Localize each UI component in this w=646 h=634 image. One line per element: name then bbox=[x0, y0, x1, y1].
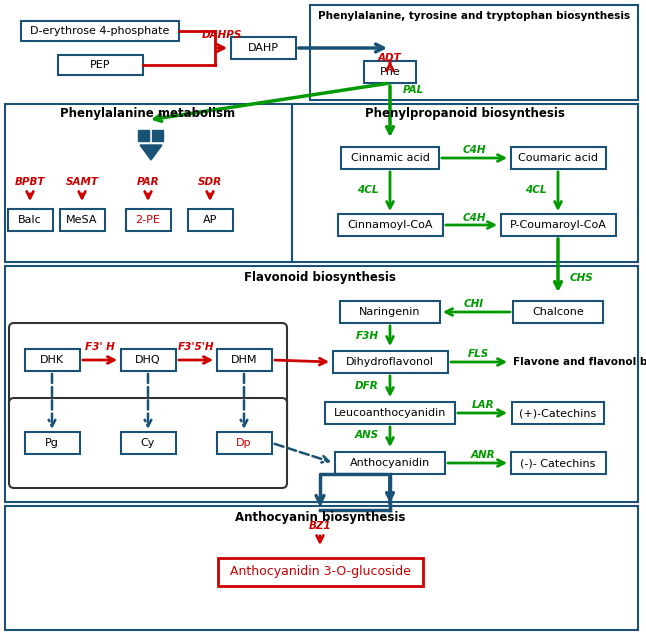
Text: BZ1: BZ1 bbox=[309, 521, 331, 531]
Text: Chalcone: Chalcone bbox=[532, 307, 584, 317]
Text: Cy: Cy bbox=[141, 438, 155, 448]
Text: Naringenin: Naringenin bbox=[359, 307, 421, 317]
Bar bbox=[337, 214, 443, 236]
Bar bbox=[364, 61, 416, 83]
Text: Pg: Pg bbox=[45, 438, 59, 448]
Bar bbox=[510, 452, 605, 474]
Text: CHI: CHI bbox=[464, 299, 484, 309]
Bar bbox=[512, 402, 604, 424]
Text: Phenylalanine, tyrosine and tryptophan biosynthesis: Phenylalanine, tyrosine and tryptophan b… bbox=[318, 11, 630, 21]
Text: BPBT: BPBT bbox=[15, 177, 45, 187]
Text: Cinnamic acid: Cinnamic acid bbox=[351, 153, 430, 163]
Bar bbox=[5, 266, 638, 502]
Text: 4CL: 4CL bbox=[357, 185, 379, 195]
Text: DHM: DHM bbox=[231, 355, 257, 365]
Text: Balc: Balc bbox=[18, 215, 42, 225]
Bar bbox=[325, 402, 455, 424]
Polygon shape bbox=[140, 145, 162, 160]
Text: Phenylpropanoid biosynthesis: Phenylpropanoid biosynthesis bbox=[365, 107, 565, 119]
Text: Phenylalanine metabolism: Phenylalanine metabolism bbox=[61, 107, 236, 119]
Text: D-erythrose 4-phosphate: D-erythrose 4-phosphate bbox=[30, 26, 170, 36]
Bar bbox=[59, 209, 105, 231]
Text: Coumaric acid: Coumaric acid bbox=[518, 153, 598, 163]
Text: 2-PE: 2-PE bbox=[136, 215, 160, 225]
Text: SAMT: SAMT bbox=[65, 177, 98, 187]
Text: Dihydroflavonol: Dihydroflavonol bbox=[346, 357, 434, 367]
Bar bbox=[138, 130, 149, 141]
Bar bbox=[216, 349, 271, 371]
Text: Flavonoid biosynthesis: Flavonoid biosynthesis bbox=[244, 271, 396, 285]
Text: MeSA: MeSA bbox=[67, 215, 98, 225]
Bar bbox=[335, 452, 445, 474]
Bar bbox=[310, 5, 638, 100]
Bar bbox=[292, 104, 638, 262]
Bar bbox=[187, 209, 233, 231]
FancyBboxPatch shape bbox=[9, 323, 287, 433]
Text: Leucoanthocyanidin: Leucoanthocyanidin bbox=[334, 408, 446, 418]
Text: PAR: PAR bbox=[137, 177, 160, 187]
Bar bbox=[25, 432, 79, 454]
Text: 4CL: 4CL bbox=[525, 185, 547, 195]
Bar bbox=[510, 147, 605, 169]
Bar bbox=[21, 21, 179, 41]
Text: FLS: FLS bbox=[467, 349, 488, 359]
Text: PAL: PAL bbox=[402, 85, 424, 95]
Bar bbox=[57, 55, 143, 75]
Text: Anthocyanidin 3-O-glucoside: Anthocyanidin 3-O-glucoside bbox=[229, 566, 410, 578]
Text: (-)- Catechins: (-)- Catechins bbox=[520, 458, 596, 468]
Text: Anthocyanidin: Anthocyanidin bbox=[350, 458, 430, 468]
Text: DAHP: DAHP bbox=[247, 43, 278, 53]
Text: DFR: DFR bbox=[355, 381, 379, 391]
Bar bbox=[25, 349, 79, 371]
Text: ANS: ANS bbox=[355, 430, 379, 440]
Bar bbox=[216, 432, 271, 454]
Text: PEP: PEP bbox=[90, 60, 110, 70]
Text: Dp: Dp bbox=[236, 438, 252, 448]
Text: Phe: Phe bbox=[380, 67, 401, 77]
Bar bbox=[5, 104, 292, 262]
Text: DHK: DHK bbox=[40, 355, 64, 365]
Text: F3'5'H: F3'5'H bbox=[178, 342, 214, 352]
Text: ANR: ANR bbox=[471, 450, 495, 460]
Bar bbox=[231, 37, 295, 59]
Text: CHS: CHS bbox=[570, 273, 594, 283]
Text: Anthocyanin biosynthesis: Anthocyanin biosynthesis bbox=[234, 512, 405, 524]
Text: Flavone and flavonol biosynthesis: Flavone and flavonol biosynthesis bbox=[513, 357, 646, 367]
Text: DAHPS: DAHPS bbox=[202, 30, 242, 40]
FancyBboxPatch shape bbox=[9, 398, 287, 488]
Text: DHQ: DHQ bbox=[135, 355, 161, 365]
Text: F3H: F3H bbox=[355, 331, 379, 341]
Bar bbox=[501, 214, 616, 236]
Text: SDR: SDR bbox=[198, 177, 222, 187]
Bar bbox=[125, 209, 171, 231]
Text: (+)-Catechins: (+)-Catechins bbox=[519, 408, 597, 418]
Bar bbox=[341, 147, 439, 169]
Bar bbox=[5, 506, 638, 630]
Bar bbox=[152, 130, 163, 141]
Bar bbox=[340, 301, 440, 323]
Bar bbox=[333, 351, 448, 373]
Text: AP: AP bbox=[203, 215, 217, 225]
Bar bbox=[121, 432, 176, 454]
Text: Cinnamoyl-CoA: Cinnamoyl-CoA bbox=[348, 220, 433, 230]
Bar bbox=[121, 349, 176, 371]
Bar bbox=[218, 558, 422, 586]
Text: C4H: C4H bbox=[463, 145, 486, 155]
Text: F3' H: F3' H bbox=[85, 342, 115, 352]
Text: C4H: C4H bbox=[463, 213, 486, 223]
Bar bbox=[8, 209, 52, 231]
Text: ADT: ADT bbox=[378, 53, 402, 63]
Text: P-Coumaroyl-CoA: P-Coumaroyl-CoA bbox=[510, 220, 607, 230]
Bar bbox=[513, 301, 603, 323]
Text: LAR: LAR bbox=[472, 400, 494, 410]
